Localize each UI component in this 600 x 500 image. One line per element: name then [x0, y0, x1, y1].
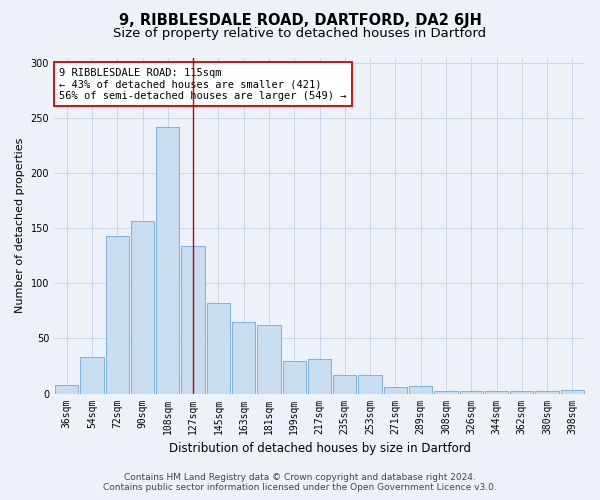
- Bar: [181, 246, 205, 394]
- Text: 9, RIBBLESDALE ROAD, DARTFORD, DA2 6JH: 9, RIBBLESDALE ROAD, DARTFORD, DA2 6JH: [119, 12, 481, 28]
- Bar: [232, 322, 256, 394]
- Bar: [434, 392, 458, 394]
- Bar: [535, 392, 559, 394]
- Bar: [384, 387, 407, 394]
- Bar: [308, 360, 331, 394]
- Bar: [333, 375, 356, 394]
- Y-axis label: Number of detached properties: Number of detached properties: [15, 138, 25, 313]
- Bar: [283, 360, 306, 394]
- Bar: [510, 392, 533, 394]
- Bar: [106, 236, 129, 394]
- Bar: [460, 392, 483, 394]
- Bar: [207, 303, 230, 394]
- Bar: [358, 375, 382, 394]
- Bar: [409, 386, 432, 394]
- Text: 9 RIBBLESDALE ROAD: 115sqm
← 43% of detached houses are smaller (421)
56% of sem: 9 RIBBLESDALE ROAD: 115sqm ← 43% of deta…: [59, 68, 347, 101]
- Bar: [80, 357, 104, 394]
- Bar: [55, 384, 79, 394]
- Bar: [485, 392, 508, 394]
- Bar: [257, 325, 281, 394]
- Bar: [131, 220, 154, 394]
- Text: Size of property relative to detached houses in Dartford: Size of property relative to detached ho…: [113, 28, 487, 40]
- X-axis label: Distribution of detached houses by size in Dartford: Distribution of detached houses by size …: [169, 442, 470, 455]
- Text: Contains HM Land Registry data © Crown copyright and database right 2024.
Contai: Contains HM Land Registry data © Crown c…: [103, 473, 497, 492]
- Bar: [561, 390, 584, 394]
- Bar: [156, 127, 179, 394]
